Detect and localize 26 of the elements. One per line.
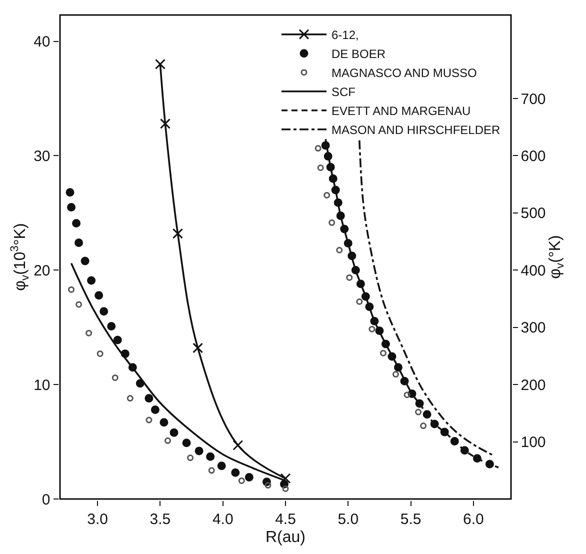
legend-label: EVETT AND MARGENAU <box>331 104 471 118</box>
x-tick-label: 5.5 <box>400 510 422 528</box>
y-tick-label: 20 <box>34 262 50 280</box>
legend-label: 6-12, <box>331 28 359 42</box>
x-axis-title: R(au) <box>265 528 306 546</box>
y-tick-label: 30 <box>34 148 50 165</box>
legend-label: MASON AND HIRSCHFELDER <box>331 123 501 138</box>
y-tick-label: 0 <box>42 491 50 508</box>
x-tick-label: 3.5 <box>150 510 171 528</box>
y2-tick-label: 100 <box>520 434 546 452</box>
y2-tick-label: 300 <box>520 320 546 337</box>
x-tick-label: 4.5 <box>275 510 296 528</box>
x-tick-label: 4.0 <box>212 510 234 528</box>
y-tick-label: 40 <box>34 34 50 51</box>
x-tick-label: 6.0 <box>462 510 484 528</box>
x-tick-label: 5.0 <box>338 510 359 528</box>
y2-tick-label: 500 <box>520 205 546 222</box>
y2-tick-label: 600 <box>520 148 546 165</box>
legend-label: DE BOER <box>331 47 386 62</box>
x-tick-label: 3.0 <box>87 510 108 528</box>
legend-label: MAGNASCO AND MUSSO <box>331 66 477 80</box>
y-tick-label: 10 <box>34 376 50 394</box>
legend-label: SCF <box>331 85 356 100</box>
y2-tick-label: 700 <box>520 90 546 108</box>
y2-tick-label: 400 <box>520 262 546 280</box>
y2-tick-label: 200 <box>520 376 546 394</box>
